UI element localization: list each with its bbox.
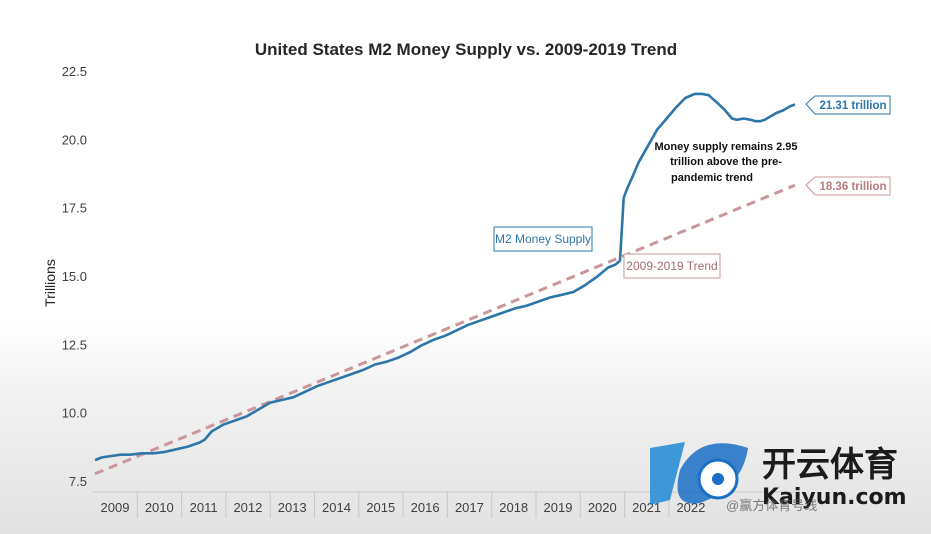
- x-tick-label: 2017: [455, 500, 484, 515]
- x-tick-label: 2019: [544, 500, 573, 515]
- x-tick-label: 2016: [411, 500, 440, 515]
- gap-annotation-line-1: Money supply remains 2.95: [654, 141, 797, 153]
- gap-annotation-line-3: pandemic trend: [671, 172, 753, 184]
- watermark-logo: 开云体育 Kaiyun.com @赢方体育号线: [650, 442, 907, 513]
- trend-series-label: 2009-2019 Trend: [623, 253, 721, 279]
- watermark-overlay: @赢方体育号线: [726, 498, 817, 513]
- y-tick-label: 7.5: [69, 474, 87, 489]
- x-tick-label: 2014: [322, 500, 351, 515]
- y-tick-label: 20.0: [62, 132, 87, 147]
- gap-annotation: Money supply remains 2.95 trillion above…: [654, 141, 797, 184]
- x-tick-label: 2015: [366, 500, 395, 515]
- watermark-chinese: 开云体育: [762, 445, 898, 485]
- y-tick-label: 17.5: [62, 201, 87, 216]
- trend-end-callout: 18.36 trillion: [805, 176, 891, 196]
- m2-series-label: M2 Money Supply: [493, 226, 593, 252]
- x-tick-label: 2013: [278, 500, 307, 515]
- m2-series-label-text: M2 Money Supply: [495, 232, 591, 246]
- y-tick-label: 15.0: [62, 269, 87, 284]
- m2-end-callout: 21.31 trillion: [805, 95, 891, 115]
- x-tick-label: 2010: [145, 500, 174, 515]
- m2-end-value: 21.31 trillion: [819, 100, 886, 112]
- x-axis-ticks: 2009 2010 2011 2012 2013 2014 2015 2016 2017 2018…: [101, 492, 705, 518]
- trend-end-value: 18.36 trillion: [819, 181, 886, 193]
- x-tick-label: 2011: [190, 500, 218, 515]
- trend-series-line: [94, 183, 796, 476]
- chart-title: United States M2 Money Supply vs. 2009-2…: [255, 40, 677, 59]
- y-axis-ticks: 7.5 10.0 12.5 15.0 17.5 20.0 22.5: [62, 64, 87, 489]
- x-tick-label: 2018: [499, 500, 528, 515]
- y-axis-label: Trillions: [42, 259, 58, 307]
- x-tick-label: 2009: [101, 500, 130, 515]
- y-tick-label: 10.0: [62, 406, 87, 421]
- x-tick-label: 2012: [233, 500, 262, 515]
- gap-annotation-line-2: trillion above the pre-: [670, 156, 782, 168]
- m2-series-line: [94, 92, 796, 462]
- y-tick-label: 12.5: [62, 337, 87, 352]
- x-tick-label: 2020: [588, 500, 617, 515]
- y-tick-label: 22.5: [62, 64, 87, 79]
- x-tick-label: 2022: [676, 500, 705, 515]
- watermark-english: Kaiyun.com: [762, 485, 907, 510]
- trend-series-label-text: 2009-2019 Trend: [626, 259, 717, 273]
